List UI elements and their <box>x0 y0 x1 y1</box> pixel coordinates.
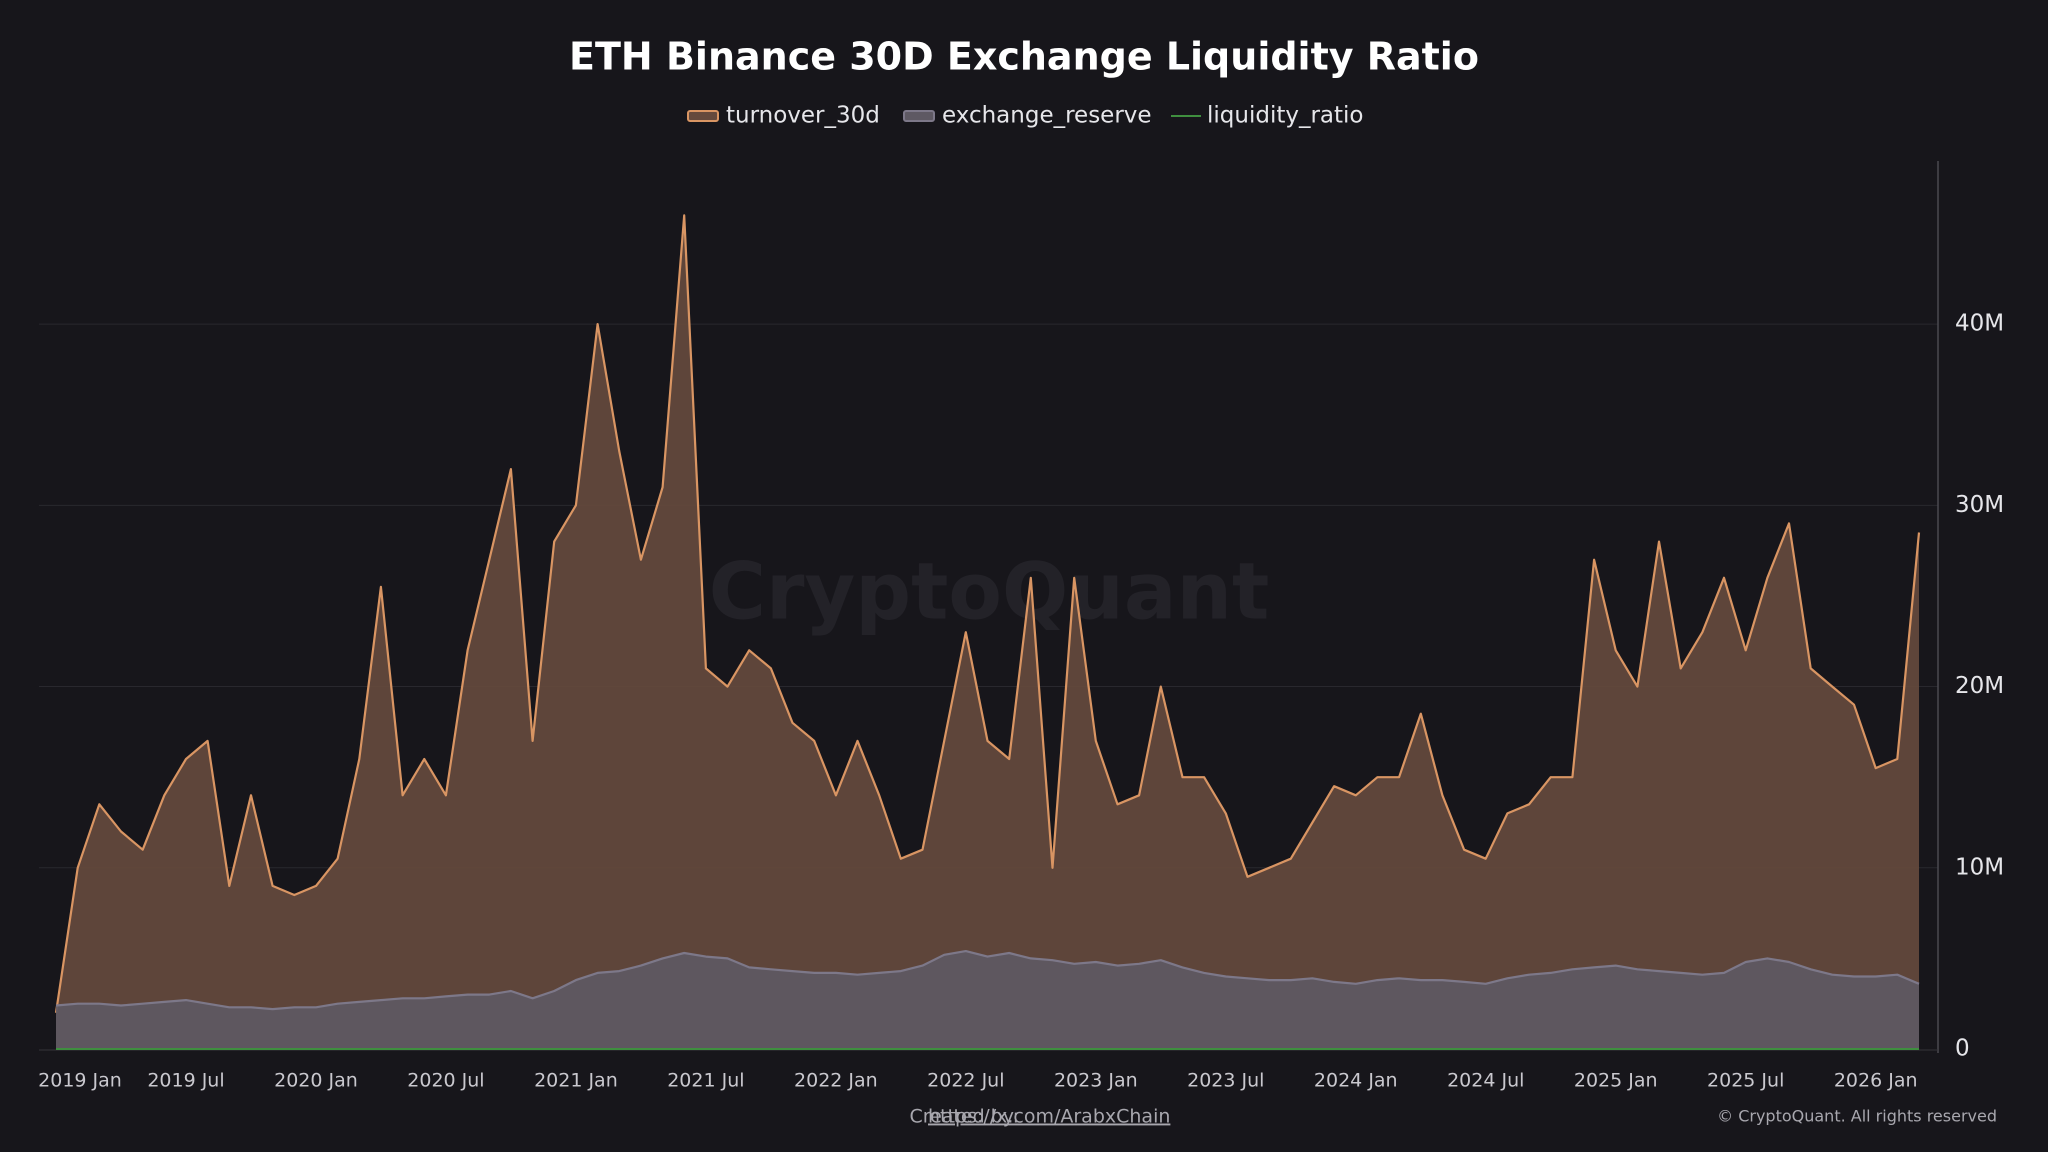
x-tick-label: 2024 Jan <box>1314 1070 1398 1092</box>
y-tick-label: 0 <box>1955 1036 1970 1062</box>
series-line <box>54 214 1921 1013</box>
area-fill <box>56 215 1919 1049</box>
x-tick-label: 2021 Jan <box>534 1070 618 1092</box>
x-tick-label: 2022 Jan <box>794 1070 878 1092</box>
legend-label: turnover_30d <box>726 103 880 129</box>
chart-title: ETH Binance 30D Exchange Liquidity Ratio <box>569 35 1479 79</box>
x-tick-label: 2025 Jul <box>1707 1070 1784 1092</box>
x-tick-label: 2019 Jul <box>147 1070 224 1092</box>
legend-swatch <box>903 110 935 122</box>
x-tick-label: 2023 Jan <box>1054 1070 1138 1092</box>
x-tick-label: 2020 Jul <box>407 1070 484 1092</box>
x-tick-label: 2021 Jul <box>667 1070 744 1092</box>
x-tick-label: 2026 Jan <box>1834 1070 1918 1092</box>
footer-copyright: © CryptoQuant. All rights reserved <box>1717 1107 1997 1126</box>
y-tick-label: 40M <box>1955 311 2004 337</box>
y-tick-label: 30M <box>1955 492 2004 518</box>
x-tick-label: 2024 Jul <box>1447 1070 1524 1092</box>
x-tick-label: 2025 Jan <box>1574 1070 1658 1092</box>
y-tick-label: 10M <box>1955 854 2004 880</box>
x-tick-label: 2020 Jan <box>274 1070 358 1092</box>
series-line <box>55 950 1920 1011</box>
y-tick-label: 20M <box>1955 673 2004 699</box>
legend-label: exchange_reserve <box>942 103 1152 129</box>
x-tick-label: 2019 Jan <box>38 1070 122 1092</box>
footer-created-by: Created by: <box>909 1106 1019 1128</box>
footer-link[interactable]: https://x.com/ArabxChain <box>928 1106 1170 1128</box>
x-tick-label: 2022 Jul <box>927 1070 1004 1092</box>
legend-swatch <box>687 110 719 122</box>
watermark: CryptoQuant <box>709 547 1270 637</box>
area-fill <box>56 951 1919 1049</box>
legend-label: liquidity_ratio <box>1207 103 1364 129</box>
x-tick-label: 2023 Jul <box>1187 1070 1264 1092</box>
